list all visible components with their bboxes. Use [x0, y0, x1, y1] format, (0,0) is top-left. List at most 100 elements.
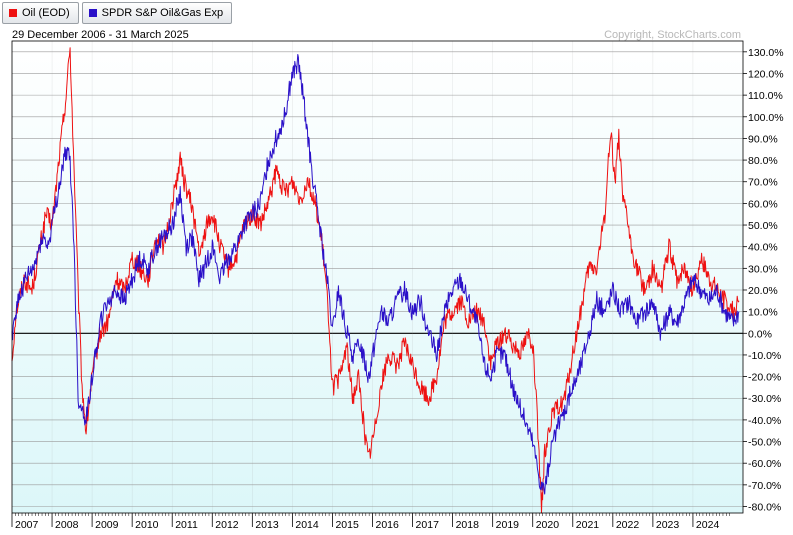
point-oil	[622, 203, 624, 205]
y-tick-label: 40.0%	[748, 242, 778, 254]
point-spdr	[452, 289, 454, 291]
point-oil	[468, 322, 470, 324]
point-oil	[490, 365, 492, 367]
point-spdr	[47, 246, 49, 248]
point-spdr	[544, 488, 546, 490]
point-spdr	[41, 235, 43, 237]
point-spdr	[468, 300, 470, 302]
y-tick-label: 70.0%	[748, 177, 778, 189]
point-spdr	[512, 387, 514, 389]
point-spdr	[692, 278, 694, 280]
point-spdr	[77, 397, 79, 399]
point-oil	[596, 268, 598, 270]
point-spdr	[360, 343, 362, 345]
point-spdr	[436, 354, 438, 356]
point-spdr	[220, 278, 222, 280]
x-tick-label: 2010	[135, 519, 159, 531]
point-oil	[220, 246, 222, 248]
point-oil	[236, 257, 238, 259]
point-oil	[77, 289, 79, 291]
point-spdr	[428, 333, 430, 335]
legend-item-spdr[interactable]: SPDR S&P Oil&Gas Exp	[81, 2, 233, 24]
point-spdr	[338, 289, 340, 291]
point-oil	[404, 343, 406, 345]
point-oil	[85, 430, 87, 432]
point-spdr	[388, 322, 390, 324]
point-spdr	[53, 213, 55, 215]
point-oil	[380, 387, 382, 389]
point-oil	[460, 300, 462, 302]
point-spdr	[676, 322, 678, 324]
point-spdr	[155, 246, 157, 248]
y-tick-label: -20.0%	[748, 372, 781, 384]
point-spdr	[628, 300, 630, 302]
point-spdr	[310, 159, 312, 161]
point-oil	[532, 343, 534, 345]
point-spdr	[91, 376, 93, 378]
x-tick-label: 2022	[616, 519, 640, 531]
point-spdr	[652, 300, 654, 302]
point-oil	[610, 127, 612, 129]
point-spdr	[163, 235, 165, 237]
point-oil	[212, 213, 214, 215]
point-spdr	[660, 333, 662, 335]
x-tick-label: 2011	[175, 519, 198, 531]
point-spdr	[716, 289, 718, 291]
point-oil	[260, 224, 262, 226]
point-oil	[564, 397, 566, 399]
point-oil	[284, 192, 286, 194]
point-oil	[352, 397, 354, 399]
legend-item-oil[interactable]: Oil (EOD)	[2, 2, 79, 24]
point-oil	[139, 268, 141, 270]
point-oil	[308, 177, 310, 179]
x-tick-label: 2009	[95, 519, 119, 531]
point-oil	[708, 278, 710, 280]
point-spdr	[316, 203, 318, 205]
point-oil	[604, 213, 606, 215]
point-spdr	[540, 484, 542, 486]
point-oil	[107, 322, 109, 324]
point-oil	[692, 289, 694, 291]
point-oil	[550, 419, 552, 421]
x-tick-label: 2012	[215, 519, 239, 531]
x-tick-label: 2020	[536, 519, 560, 531]
point-spdr	[228, 257, 230, 259]
spdr-swatch-icon	[88, 9, 97, 17]
point-oil	[428, 397, 430, 399]
point-spdr	[528, 430, 530, 432]
series-line-spdr	[11, 54, 740, 495]
point-spdr	[304, 105, 306, 107]
point-spdr	[556, 430, 558, 432]
point-spdr	[147, 268, 149, 270]
point-spdr	[33, 268, 35, 270]
point-oil	[268, 203, 270, 205]
point-oil	[65, 94, 67, 96]
point-spdr	[284, 116, 286, 118]
point-spdr	[612, 289, 614, 291]
series-layer	[11, 47, 740, 514]
point-spdr	[198, 278, 200, 280]
point-oil	[171, 203, 173, 205]
y-tick-label: 20.0%	[748, 285, 778, 297]
point-oil	[292, 181, 294, 183]
x-tick-label: 2017	[416, 519, 440, 531]
point-oil	[496, 343, 498, 345]
plot-frame	[11, 40, 744, 514]
point-oil	[73, 170, 75, 172]
point-spdr	[85, 419, 87, 421]
point-oil	[412, 365, 414, 367]
y-tick-label: -10.0%	[748, 350, 781, 362]
point-oil	[572, 354, 574, 356]
point-oil	[580, 311, 582, 313]
point-spdr	[73, 246, 75, 248]
point-oil	[732, 311, 734, 313]
point-oil	[544, 452, 546, 454]
point-oil	[183, 181, 185, 183]
point-oil	[364, 430, 366, 432]
point-oil	[636, 268, 638, 270]
point-spdr	[123, 300, 125, 302]
point-spdr	[564, 408, 566, 410]
x-tick-label: 2016	[375, 519, 399, 531]
point-spdr	[724, 311, 726, 313]
